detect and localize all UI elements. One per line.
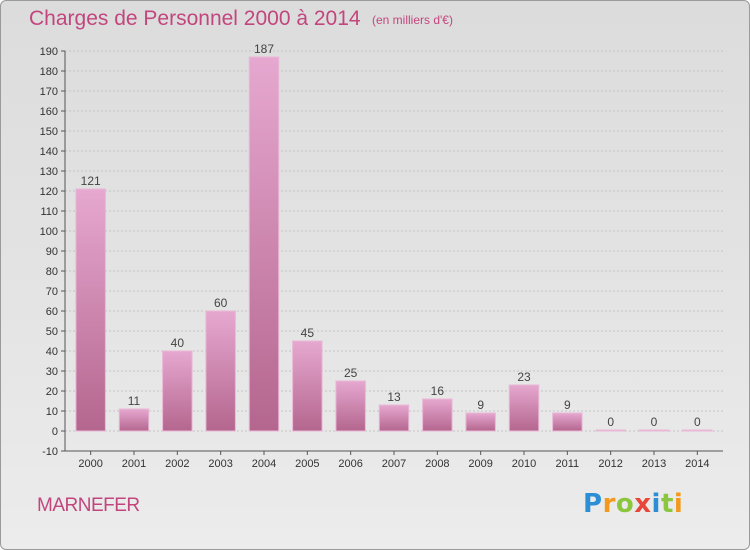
x-tick-label: 2010 bbox=[512, 458, 536, 470]
logo-letter: P bbox=[583, 489, 603, 519]
x-tick-label: 2007 bbox=[382, 458, 406, 470]
bar-2004 bbox=[248, 56, 280, 432]
y-tick-label: 150 bbox=[40, 126, 58, 138]
y-tick-label: 50 bbox=[46, 326, 58, 338]
x-tick-label: 2006 bbox=[338, 458, 362, 470]
bar-2011 bbox=[552, 412, 583, 432]
data-label: 23 bbox=[517, 370, 531, 384]
bar-2000 bbox=[75, 188, 106, 432]
x-tick-label: 2000 bbox=[78, 458, 102, 470]
data-label: 0 bbox=[651, 415, 658, 429]
data-label: 25 bbox=[344, 366, 358, 380]
y-tick-label: 170 bbox=[40, 86, 58, 98]
proxiti-logo: Proxiti bbox=[583, 489, 683, 519]
bar-2014 bbox=[682, 429, 713, 432]
data-label: 40 bbox=[171, 336, 185, 350]
data-label: 16 bbox=[431, 384, 445, 398]
logo-letter: t bbox=[660, 489, 674, 519]
y-tick-label: 130 bbox=[40, 166, 58, 178]
data-label: 13 bbox=[387, 390, 401, 404]
data-label: 45 bbox=[301, 326, 315, 340]
commune-name: MARNEFER bbox=[37, 495, 140, 516]
data-label: 121 bbox=[81, 174, 101, 188]
y-tick-label: 90 bbox=[46, 246, 58, 258]
y-tick-label: 20 bbox=[46, 386, 58, 398]
y-tick-label: 110 bbox=[40, 206, 58, 218]
data-label: 0 bbox=[607, 415, 614, 429]
y-tick-label: 60 bbox=[46, 306, 58, 318]
bar-2002 bbox=[162, 350, 193, 432]
x-tick-label: 2011 bbox=[556, 458, 580, 470]
y-tick-label: 140 bbox=[40, 146, 58, 158]
x-tick-label: 2009 bbox=[468, 458, 492, 470]
y-tick-label: 40 bbox=[46, 346, 58, 358]
y-tick-label: 10 bbox=[46, 406, 58, 418]
bar-2008 bbox=[422, 398, 453, 432]
x-tick-label: 2008 bbox=[425, 458, 449, 470]
logo-letter: x bbox=[634, 489, 652, 519]
y-tick-label: 80 bbox=[46, 266, 58, 278]
x-tick-label: 2012 bbox=[598, 458, 622, 470]
y-tick-label: 120 bbox=[40, 186, 58, 198]
logo-letter: i bbox=[651, 489, 661, 519]
x-tick-label: 2002 bbox=[165, 458, 189, 470]
chart-subtitle: (en milliers d'€) bbox=[372, 13, 453, 27]
data-label: 11 bbox=[128, 394, 141, 408]
bar-2001 bbox=[118, 408, 150, 432]
y-tick-label: 160 bbox=[40, 106, 58, 118]
x-tick-label: 2014 bbox=[685, 458, 709, 470]
data-label: 0 bbox=[694, 415, 701, 429]
x-tick-label: 2001 bbox=[122, 458, 146, 470]
bar-2013 bbox=[638, 429, 670, 432]
data-label: 9 bbox=[477, 398, 484, 412]
bar-2010 bbox=[508, 384, 540, 432]
x-tick-label: 2004 bbox=[252, 458, 276, 470]
y-tick-label: 0 bbox=[52, 426, 58, 438]
data-label: 9 bbox=[564, 398, 571, 412]
logo-letter: o bbox=[615, 489, 635, 519]
x-tick-label: 2003 bbox=[208, 458, 232, 470]
chart-title: Charges de Personnel 2000 à 2014 bbox=[29, 7, 361, 30]
y-tick-label: 180 bbox=[40, 66, 58, 78]
y-tick-label: 30 bbox=[46, 366, 58, 378]
bar-2012 bbox=[595, 429, 626, 432]
bar-2007 bbox=[378, 404, 410, 432]
y-tick-label: 70 bbox=[46, 286, 58, 298]
x-tick-label: 2005 bbox=[295, 458, 319, 470]
y-tick-label: 100 bbox=[40, 226, 58, 238]
bar-2006 bbox=[335, 380, 366, 432]
logo-letter: r bbox=[602, 489, 616, 519]
bar-2003 bbox=[205, 310, 236, 432]
y-tick-label: -10 bbox=[42, 446, 58, 458]
data-label: 187 bbox=[254, 42, 274, 56]
bar-2009 bbox=[465, 412, 496, 432]
y-tick-label: 190 bbox=[40, 46, 58, 58]
data-label: 60 bbox=[214, 296, 228, 310]
x-tick-label: 2013 bbox=[642, 458, 666, 470]
bar-2005 bbox=[292, 340, 323, 432]
logo-letter: i bbox=[673, 489, 684, 519]
